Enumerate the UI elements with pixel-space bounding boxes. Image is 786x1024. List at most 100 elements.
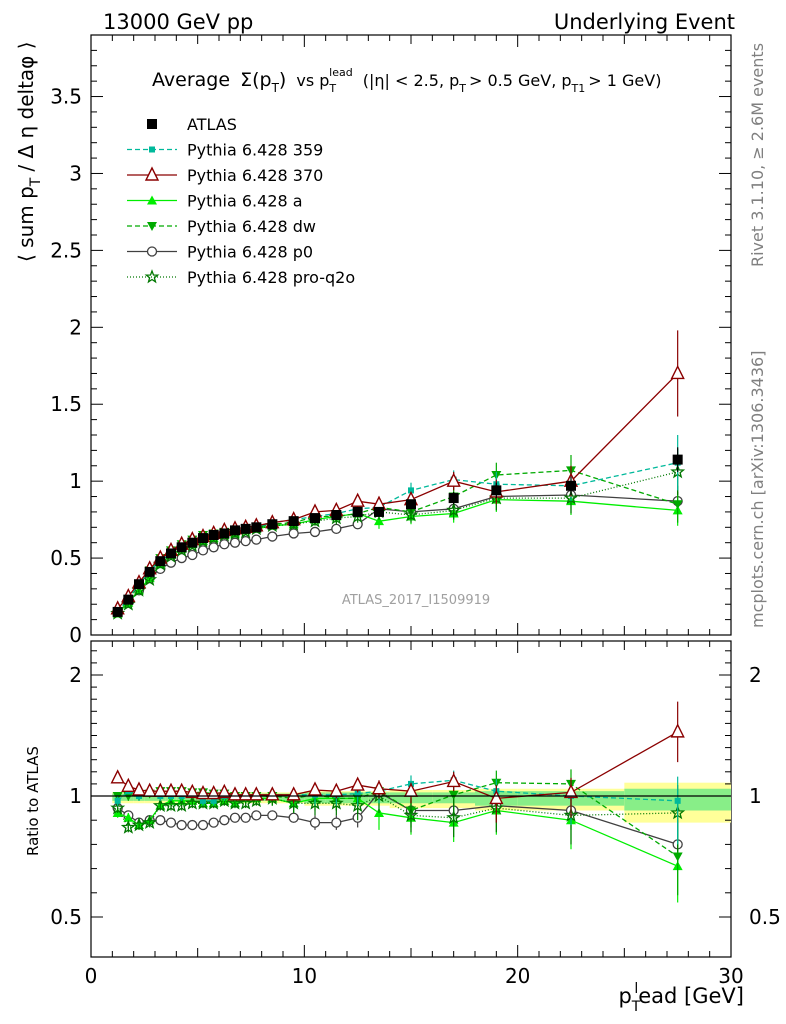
ratio-point-p370: [249, 786, 264, 801]
title-t-sub: T: [271, 81, 280, 95]
title-close: ): [279, 69, 286, 91]
main-axis-ticks: 0 0.5 1 1.5 2 2.5 3 3.5: [50, 34, 732, 647]
point-pp0: [288, 528, 299, 539]
title-sigma: Σ(p: [240, 69, 271, 91]
point-pq2o: [142, 571, 158, 587]
legend-marker-pa: [147, 195, 157, 205]
ratio-point-pq2o: [403, 807, 419, 822]
point-atlas: [155, 556, 166, 567]
ylabel-sub: T: [28, 177, 44, 187]
ratio-point-pp0: [288, 812, 299, 823]
ratio-point-p370: [307, 781, 323, 796]
legend-item-pq2o: Pythia 6.428 pro-q2o: [127, 268, 355, 287]
title-t1-sub: T1: [571, 82, 586, 95]
ratio-point-pp0: [309, 817, 321, 828]
ratio-point-pq2o: [131, 817, 147, 832]
point-pp0: [229, 537, 241, 548]
main-ytick-label: 0: [69, 623, 82, 647]
legend-marker-p370: [144, 166, 160, 181]
ylabel-part-a: ⟨ sum p: [14, 186, 38, 262]
main-ytick-label: 1: [69, 469, 82, 493]
point-atlas: [187, 537, 198, 548]
point-pp0: [240, 536, 251, 547]
xlabel-p: p: [618, 984, 631, 1008]
ratio-point-pq2o: [350, 797, 366, 812]
point-p359: [408, 487, 414, 494]
ratio-point-pq2o: [446, 809, 462, 825]
ratio-point-pq2o: [328, 795, 344, 810]
ratio-point-pq2o: [238, 795, 254, 810]
ratio-point-p370: [110, 769, 125, 784]
point-pp0: [251, 534, 262, 545]
ratio-point-p370: [185, 783, 200, 799]
ratio-point-p359: [200, 797, 206, 804]
xlabel-sup: l: [634, 981, 638, 997]
ratio-point-pq2o: [174, 797, 190, 812]
ratio-point-p370: [153, 782, 168, 797]
ratio-ytick-label: 1: [69, 784, 82, 808]
legend-label-pdw: Pythia 6.428 dw: [187, 217, 316, 236]
main-ytick-label: 2: [69, 315, 82, 339]
analysis-watermark: ATLAS_2017_I1509919: [342, 593, 490, 608]
main-ytick-label: 2.5: [50, 238, 82, 262]
legend-marker-p359: [149, 146, 155, 153]
series-line-p370: [117, 373, 679, 610]
ratio-xtick-label: 10: [292, 964, 317, 988]
main-series-layer: [110, 330, 686, 620]
y-axis-label-ratio: Ratio to ATLAS: [24, 746, 42, 856]
point-atlas: [251, 522, 262, 533]
legend: ATLAS Pythia 6.428 359 Pythia 6.428 370 Pyt…: [127, 115, 355, 287]
point-atlas: [166, 548, 176, 559]
ratio-ytick-label-right: 2: [749, 663, 762, 687]
ratio-point-pp0: [197, 819, 209, 831]
point-atlas: [352, 506, 363, 517]
point-pp0: [267, 531, 278, 542]
ratio-point-p370: [489, 789, 504, 805]
ratio-ytick-label-right: 1: [749, 784, 762, 808]
legend-marker-atlas: [147, 119, 157, 129]
ratio-point-p359: [114, 797, 121, 804]
title-lead-sup: lead: [329, 66, 353, 79]
title-t-sub-2: T: [328, 82, 336, 95]
title-cut3: > 1 GeV): [588, 71, 661, 90]
main-series-p359: [114, 435, 681, 615]
ratio-point-p370: [227, 786, 243, 801]
ylabel-part-b: / Δ η deltaφ ⟩: [14, 41, 38, 171]
point-atlas: [134, 579, 144, 590]
header-right: Underlying Event: [554, 10, 735, 34]
ratio-point-p370: [174, 782, 189, 797]
ratio-ytick-label-right: 0.5: [749, 905, 781, 929]
xlabel-rest: ead [GeV]: [638, 984, 744, 1008]
ratio-point-pp0: [251, 810, 262, 821]
legend-marker-pp0: [146, 246, 158, 257]
header-left: 13000 GeV pp: [103, 10, 253, 34]
ratio-point-pp0: [219, 815, 230, 826]
ratio-point-p370: [217, 783, 232, 799]
point-p370: [350, 492, 365, 507]
point-pp0: [208, 542, 219, 553]
point-pp0: [219, 539, 230, 550]
legend-item-pdw: Pythia 6.428 dw: [127, 217, 316, 236]
point-atlas: [491, 485, 502, 496]
ratio-point-pa: [123, 812, 134, 822]
main-ytick-label: 1.5: [50, 392, 82, 416]
ratio-point-p370: [265, 786, 280, 801]
legend-label-pa: Pythia 6.428 a: [187, 192, 303, 211]
legend-label-pq2o: Pythia 6.428 pro-q2o: [187, 268, 355, 287]
y-axis-label-main: ⟨ sum pT / Δ η deltaφ ⟩: [14, 41, 44, 262]
ratio-xtick-label: 0: [85, 964, 98, 988]
ratio-series-pdw: [112, 769, 683, 896]
point-atlas: [310, 513, 320, 524]
point-atlas: [566, 480, 576, 491]
ratio-point-pdw: [672, 852, 683, 862]
point-atlas: [208, 530, 219, 540]
title-t-sub-3: T: [458, 82, 466, 95]
point-pdw: [672, 500, 683, 510]
ratio-point-p370: [238, 786, 253, 801]
main-ytick-label: 0.5: [50, 546, 82, 570]
ratio-point-pp0: [331, 817, 342, 828]
x-axis-label: pTlead [GeV]: [618, 981, 744, 1015]
point-atlas: [406, 499, 416, 510]
point-atlas: [288, 516, 299, 527]
point-atlas: [112, 606, 123, 617]
